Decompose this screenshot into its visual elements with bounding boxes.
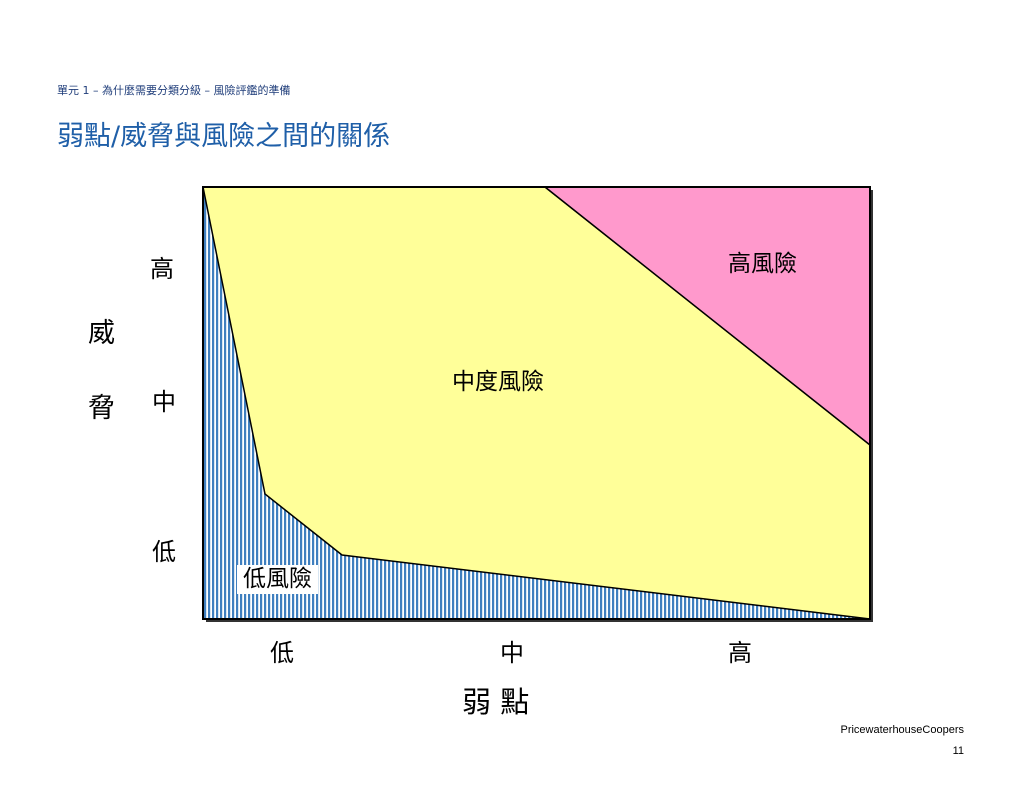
page-title: 弱點/威脅與風險之間的關係 bbox=[57, 121, 391, 152]
diagram-frame bbox=[202, 186, 871, 620]
low-risk-label: 低風險 bbox=[237, 565, 318, 594]
x-tick-low: 低 bbox=[270, 639, 294, 667]
y-axis-title-char-1: 威 bbox=[88, 318, 115, 349]
x-tick-high: 高 bbox=[728, 639, 752, 667]
medium-risk-label: 中度風險 bbox=[452, 369, 544, 395]
y-axis-title-char-2: 脅 bbox=[88, 393, 115, 424]
breadcrumb: 單元 1 – 為什麼需要分類分級 – 風險評鑑的準備 bbox=[57, 84, 291, 97]
x-axis-title: 弱 點 bbox=[462, 685, 530, 719]
y-tick-medium: 中 bbox=[152, 388, 176, 416]
footer-company: PricewaterhouseCoopers bbox=[840, 724, 964, 736]
high-risk-label: 高風險 bbox=[728, 251, 797, 277]
x-tick-medium: 中 bbox=[500, 639, 524, 667]
page-number: 11 bbox=[952, 745, 964, 757]
y-tick-high: 高 bbox=[150, 255, 174, 283]
y-tick-low: 低 bbox=[152, 538, 176, 566]
